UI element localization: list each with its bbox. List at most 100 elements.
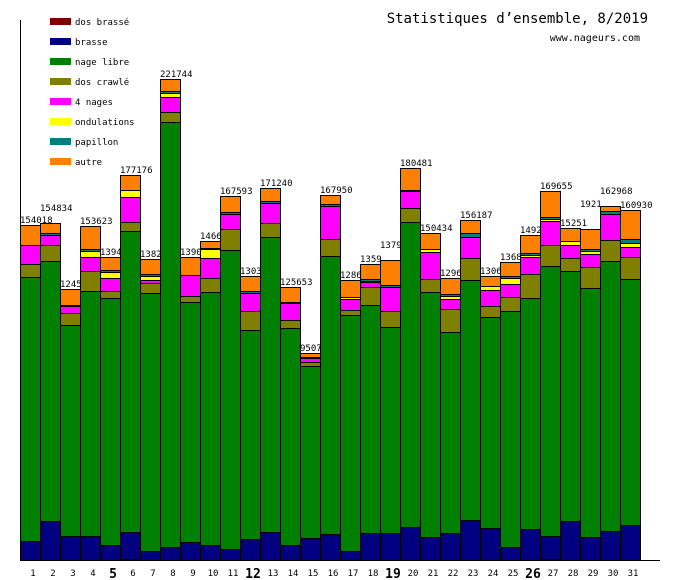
bar-segment-dos-crawlé xyxy=(260,223,281,238)
bar-segment-dos-crawlé xyxy=(400,208,421,223)
bar-segment-4-nages xyxy=(180,275,201,297)
bar-segment-nage-libre xyxy=(220,250,241,550)
bar-segment-4-nages xyxy=(460,237,481,259)
x-tick-label: 6 xyxy=(130,569,135,579)
bar-segment-dos-crawlé xyxy=(340,310,361,316)
bar-segment-nage-libre xyxy=(60,325,81,537)
bar-segment-papillon xyxy=(460,233,481,238)
x-tick-label: 24 xyxy=(488,569,499,579)
bar-segment-dos-crawlé xyxy=(560,258,581,272)
x-tick-label: 31 xyxy=(628,569,639,579)
bar-segment-brasse xyxy=(120,532,141,560)
bar-segment-nage-libre xyxy=(340,315,361,552)
bar-segment-nage-libre xyxy=(600,261,621,532)
bar-segment-brasse xyxy=(260,532,281,561)
x-tick-label: 12 xyxy=(245,567,261,580)
x-tick-label: 10 xyxy=(208,569,219,579)
legend-swatch xyxy=(50,118,71,125)
bar-segment-nage-libre xyxy=(140,293,161,552)
bar-segment-brasse xyxy=(400,527,421,561)
bar-segment-ondulations xyxy=(200,249,221,259)
bar-segment-nage-libre xyxy=(280,328,301,546)
bar-segment-4-nages xyxy=(540,221,561,246)
bar-total-label: 162968 xyxy=(600,187,633,197)
bar-segment-dos-crawlé xyxy=(360,287,381,306)
legend-item: dos brassé xyxy=(50,17,129,28)
bar-day-27: 169655 xyxy=(540,182,573,561)
bar-segment-nage-libre xyxy=(300,366,321,539)
legend-swatch xyxy=(50,158,71,165)
bar-segment-autre xyxy=(60,289,81,306)
bar-segment-4-nages xyxy=(40,235,61,246)
bar-segment-ondulations xyxy=(500,278,521,285)
bar-segment-autre xyxy=(540,191,561,218)
bar-segment-4-nages xyxy=(560,245,581,259)
bar-segment-nage-libre xyxy=(380,327,401,534)
bar-segment-nage-libre xyxy=(540,266,561,537)
bar-segment-autre xyxy=(180,257,201,276)
bar-segment-nage-libre xyxy=(460,280,481,521)
legend-item: autre xyxy=(50,158,102,168)
bar-segment-brasse xyxy=(380,533,401,561)
x-tick-label: 14 xyxy=(288,569,299,579)
bar-segment-nage-libre xyxy=(120,231,141,533)
bar-segment-4-nages xyxy=(120,197,141,223)
bar-segment-nage-libre xyxy=(480,317,501,529)
legend-label: 4 nages xyxy=(75,98,113,108)
bar-segment-nage-libre xyxy=(200,292,221,546)
bar-segment-autre xyxy=(300,353,321,358)
bar-total-label: 1303 xyxy=(240,267,262,277)
bar-segment-brasse xyxy=(620,525,641,561)
bar-segment-brasse xyxy=(340,551,361,561)
bar-segment-nage-libre xyxy=(20,277,41,542)
bar-segment-autre xyxy=(80,226,101,250)
bar-segment-autre xyxy=(480,276,501,287)
bar-segment-dos-crawlé xyxy=(200,278,221,293)
bar-segment-autre xyxy=(140,259,161,275)
legend-swatch xyxy=(50,98,71,105)
x-tick-label: 22 xyxy=(448,569,459,579)
bar-segment-ondulations xyxy=(560,241,581,246)
bar-segment-brasse xyxy=(500,547,521,561)
bar-segment-dos-crawlé xyxy=(220,229,241,251)
bar-segment-autre xyxy=(380,260,401,286)
bar-segment-brasse xyxy=(40,521,61,561)
legend-label: dos brassé xyxy=(75,17,129,28)
bar-segment-brasse xyxy=(280,545,301,561)
bar-day-4: 153623 xyxy=(80,217,113,561)
x-tick-label: 30 xyxy=(608,569,619,579)
bar-segment-autre xyxy=(600,206,621,212)
bar-segment-brasse xyxy=(220,549,241,561)
bar-segment-autre xyxy=(620,210,641,240)
bar-segment-autre xyxy=(360,264,381,280)
bar-segment-4-nages xyxy=(20,245,41,265)
bar-segment-dos-crawlé xyxy=(580,267,601,289)
bar-segment-nage-libre xyxy=(560,271,581,522)
bar-segment-dos-crawlé xyxy=(240,311,261,331)
legend-item: ondulations xyxy=(50,118,135,128)
bar-segment-papillon xyxy=(620,239,641,244)
x-tick-label: 17 xyxy=(348,569,359,579)
bar-segment-autre xyxy=(320,195,341,205)
bar-day-30: 162968 xyxy=(600,187,633,561)
bar-segment-brasse xyxy=(100,545,121,561)
bar-segment-nage-libre xyxy=(260,237,281,533)
bar-day-13: 171240 xyxy=(260,179,293,561)
bar-segment-nage-libre xyxy=(40,261,61,522)
legend-label: ondulations xyxy=(75,118,135,128)
bar-segment-brasse xyxy=(160,547,181,561)
bar-segment-brasse xyxy=(180,542,201,561)
bar-segment-autre xyxy=(460,220,481,234)
bar-segment-4-nages xyxy=(280,303,301,321)
bar-segment-4-nages xyxy=(600,214,621,241)
bar-segment-dos-crawlé xyxy=(40,245,61,262)
bar-segment-dos-crawlé xyxy=(280,320,301,329)
bar-segment-nage-libre xyxy=(160,122,181,548)
bar-segment-autre xyxy=(160,79,181,92)
x-tick-label: 1 xyxy=(30,569,35,579)
x-tick-label: 18 xyxy=(368,569,379,579)
x-tick-label: 27 xyxy=(548,569,559,579)
x-tick-label: 28 xyxy=(568,569,579,579)
bar-total-label: 1245 xyxy=(60,280,82,290)
bar-total-label: 1921 xyxy=(580,200,602,210)
